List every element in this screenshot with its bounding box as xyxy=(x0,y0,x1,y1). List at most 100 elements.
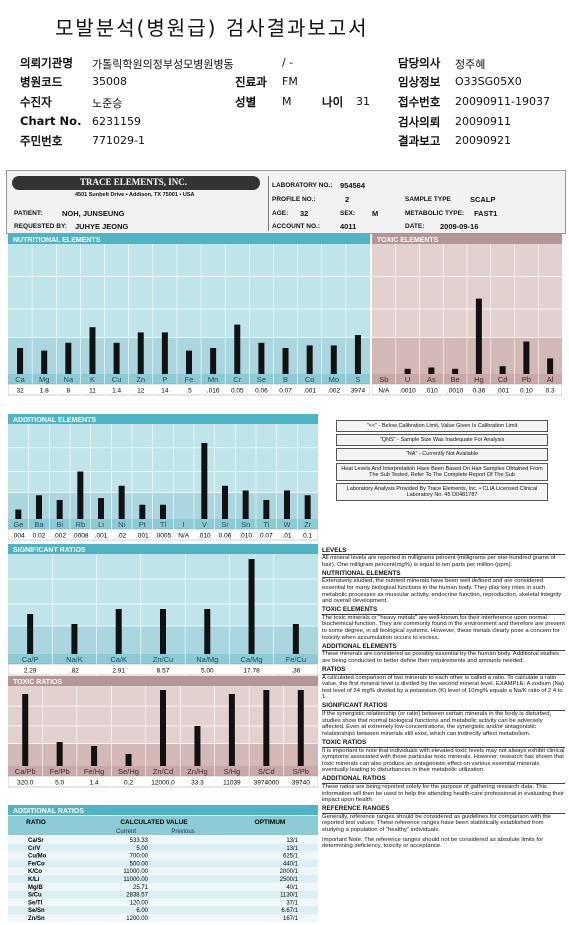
label: PROFILE NO.: xyxy=(272,196,316,203)
table-row xyxy=(8,851,318,860)
column-title: CALCULATED VALUE xyxy=(120,819,188,826)
lab-grid xyxy=(268,176,563,231)
item-label: S xyxy=(355,375,360,384)
bar xyxy=(65,342,72,374)
section-text: These ratios are being reported solely f… xyxy=(322,784,564,804)
item-label: Bi xyxy=(56,520,63,529)
item-value: .0005 xyxy=(155,533,172,540)
item-label: Sr xyxy=(221,520,229,529)
section-heading: RATIOS xyxy=(322,666,565,675)
item-value: 0.07 xyxy=(279,388,292,395)
item-value: 1.4 xyxy=(90,780,99,787)
item-label: K xyxy=(90,375,95,384)
value: FAST1 xyxy=(474,209,498,218)
label-row xyxy=(8,654,318,664)
item-label: Mo xyxy=(329,375,339,384)
bar xyxy=(22,694,29,766)
item-label: Tl xyxy=(160,520,167,529)
chart: ADDITIONAL ELEMENTS Ge .004 Ba 0.02 Bi .002 Rb.… xyxy=(8,414,318,541)
value: / - xyxy=(282,56,294,69)
ratio-optimum: 13/1 xyxy=(286,838,298,844)
item-value: 17.78 xyxy=(243,668,260,675)
section-text: Generally, reference ranges should be co… xyxy=(322,813,551,834)
bar xyxy=(547,358,554,374)
table-row xyxy=(8,843,318,852)
bar xyxy=(77,471,84,519)
section-text: A calculated comparison of two minerals … xyxy=(322,674,564,701)
item-value: .5 xyxy=(186,388,192,395)
bar xyxy=(284,490,290,519)
section-header xyxy=(8,676,318,686)
ratio-optimum: 167/1 xyxy=(283,916,299,922)
item-value: 320.0 xyxy=(17,780,34,787)
bar xyxy=(17,348,24,374)
section-heading: SIGNIFICANT RATIOS xyxy=(322,703,565,712)
item-label: Mn xyxy=(208,375,218,384)
item-value: 32 xyxy=(16,388,24,395)
bar xyxy=(354,335,361,374)
item-label: Pb xyxy=(522,375,531,384)
item-label: Ba xyxy=(34,520,44,529)
bar xyxy=(292,624,299,654)
item-value: 5.0 xyxy=(55,780,64,787)
chart: TOXIC ELEMENTS Sb N/A U .0010 As .010 Be .0010 Hg… xyxy=(372,234,562,396)
bar xyxy=(404,368,411,374)
bar xyxy=(201,443,208,519)
bar xyxy=(258,342,265,374)
label: 나이 xyxy=(322,95,344,109)
value: 31 xyxy=(356,95,370,108)
item-label: As xyxy=(427,375,436,384)
item-label: S/Pb xyxy=(293,767,309,776)
section-title: SIGNIFICANT RATIOS xyxy=(13,547,86,554)
item-label: Ca/P xyxy=(22,655,39,664)
item-value: .01 xyxy=(282,533,291,540)
item-label: Zr xyxy=(304,520,312,529)
section-heading: NUTRITIONAL ELEMENTS xyxy=(322,570,565,579)
label: REQUESTED BY: xyxy=(14,223,67,230)
item-label: Mg xyxy=(39,375,49,384)
item-label: Se/Hg xyxy=(118,767,139,776)
value: 6231159 xyxy=(92,115,141,128)
item-label: I xyxy=(183,520,185,529)
item-label: Ca xyxy=(15,375,25,384)
ratio-name: Mg/B xyxy=(28,885,43,891)
bar xyxy=(297,690,304,766)
ratio-optimum: 440/1 xyxy=(283,861,299,867)
item-label: V xyxy=(202,520,207,529)
logo: TRACE ELEMENTS, INC. xyxy=(80,177,188,187)
bar xyxy=(210,348,217,374)
value: FM xyxy=(282,75,298,88)
ratio-optimum: 40/1 xyxy=(286,885,298,891)
item-value: 2.91 xyxy=(112,668,125,675)
table-row xyxy=(8,914,318,922)
legend-note: "QNS" - Sample Size Was Inadequate For A… xyxy=(336,434,548,447)
value: 954564 xyxy=(340,181,366,190)
value: 771029-1 xyxy=(92,134,145,147)
section-heading: TOXIC RATIOS xyxy=(322,739,565,748)
column-header xyxy=(8,816,318,835)
label: 주민번호 xyxy=(20,134,63,148)
item-label: Zn xyxy=(136,375,145,384)
bar xyxy=(160,504,166,519)
item-label: Ca/K xyxy=(110,655,127,664)
item-label: U xyxy=(405,375,410,384)
ratio-optimum: 2000/1 xyxy=(280,869,299,875)
item-value: 0.3 xyxy=(546,388,555,395)
item-value: N/A xyxy=(178,533,190,540)
value: M xyxy=(282,95,292,108)
section-text: If the synergistic relationship (or rati… xyxy=(322,711,552,737)
item-label: S/Cd xyxy=(258,767,275,776)
section-title: NUTRITIONAL ELEMENTS xyxy=(13,237,101,244)
item-value: 11 xyxy=(89,388,96,395)
bar xyxy=(304,495,311,519)
table-row xyxy=(8,906,318,914)
ratio-current: 533.33 xyxy=(130,838,149,844)
ratio-current: 120.00 xyxy=(130,900,149,906)
item-label: Na/K xyxy=(66,655,83,664)
item-label: Ti xyxy=(263,520,269,529)
value: 4011 xyxy=(340,222,357,231)
item-label: Fe/Cu xyxy=(286,655,306,664)
column-subtitle: Current xyxy=(116,829,136,835)
legend-note: Heat Levels And Interpretation Have Been… xyxy=(336,462,548,482)
item-value: 3974 xyxy=(351,388,366,395)
